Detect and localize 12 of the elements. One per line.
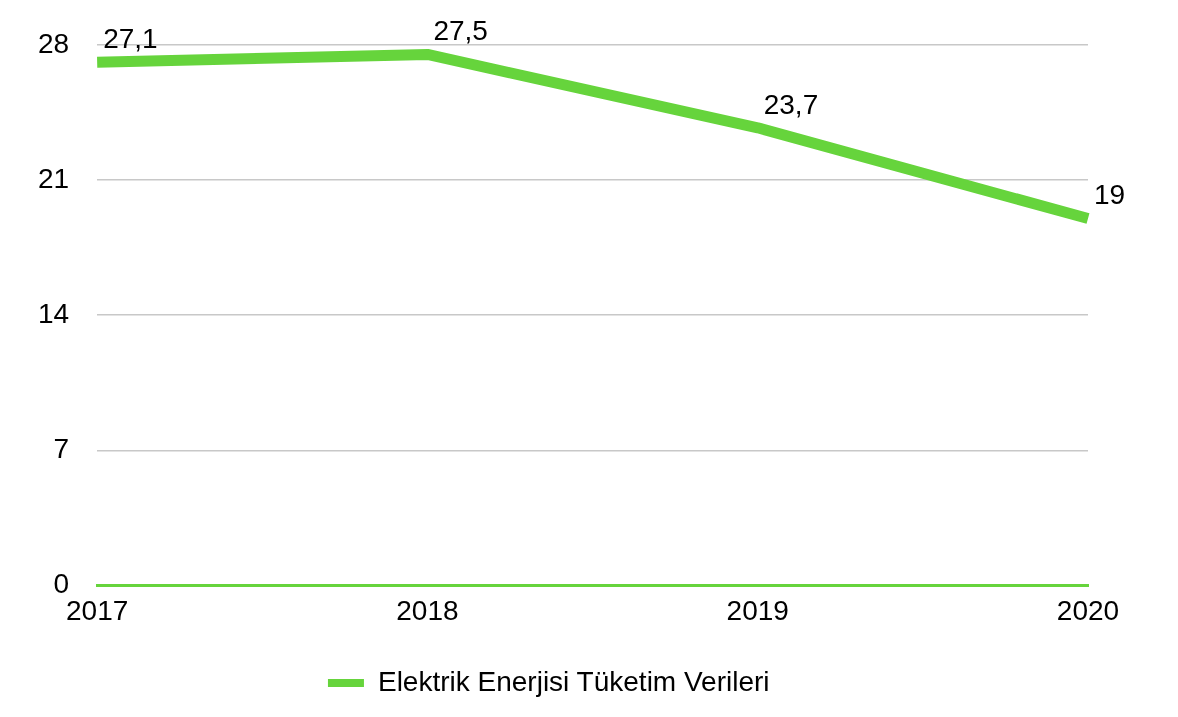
y-tick-label: 14 [37, 297, 70, 329]
data-label: 27,5 [433, 15, 488, 47]
data-label: 19 [1094, 179, 1126, 211]
y-tick-label: 7 [53, 432, 70, 464]
data-label: 23,7 [763, 88, 819, 120]
data-label: 27,1 [103, 22, 158, 54]
x-tick-label: 2020 [1056, 594, 1120, 626]
y-tick-label: 28 [37, 27, 70, 59]
y-tick-label: 21 [37, 162, 70, 194]
x-tick-label: 2018 [396, 594, 459, 626]
x-tick-label: 2019 [726, 594, 789, 626]
legend-label: Elektrik Enerjisi Tüketim Verileri [377, 665, 770, 697]
